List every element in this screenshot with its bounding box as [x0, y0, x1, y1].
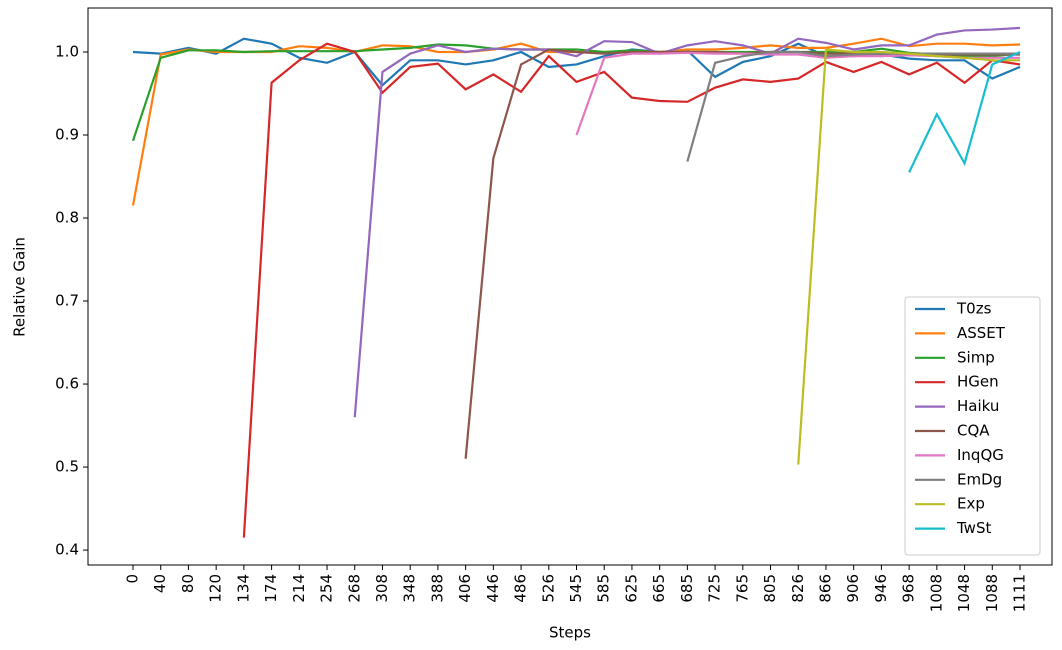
legend-label: CQA	[957, 422, 990, 440]
legend: T0zs ASSET Simp HGen Haiku CQA InqQG EmDg Exp TwS…	[904, 296, 1041, 556]
x-tick-label: 308	[373, 574, 391, 603]
y-tick-label: 0.6	[55, 375, 79, 393]
series-line	[353, 26, 1021, 418]
y-tick-label: 0.9	[55, 126, 79, 144]
y-tick-label: 0.4	[55, 541, 79, 559]
legend-label: Exp	[957, 495, 985, 513]
series-line	[575, 51, 1020, 136]
x-tick-label: 174	[262, 574, 280, 603]
x-tick-label: 254	[318, 574, 336, 603]
x-tick-label: 545	[567, 574, 585, 603]
legend-label: InqQG	[957, 446, 1004, 464]
y-tick-label: 1.0	[55, 42, 79, 60]
legend-label: EmDg	[957, 470, 1002, 488]
x-tick-label: 406	[456, 574, 474, 603]
x-tick-label: 388	[428, 574, 446, 603]
x-tick-label: 1048	[955, 574, 973, 612]
series-line	[131, 43, 1021, 142]
x-tick-label: 765	[733, 574, 751, 603]
x-axis-label: Steps	[549, 624, 591, 642]
legend-label: HGen	[957, 373, 999, 391]
x-tick-label: 725	[706, 574, 724, 603]
x-tick-label: 665	[650, 574, 668, 603]
x-tick-label: 134	[234, 574, 252, 603]
legend-label: Simp	[957, 348, 995, 366]
series-line	[132, 37, 1021, 87]
x-tick-label: 348	[401, 574, 419, 603]
x-tick-label: 526	[539, 574, 557, 603]
series-line	[242, 42, 1021, 538]
x-tick-label: 685	[678, 574, 696, 603]
plot-frame	[87, 7, 1053, 566]
x-tick-label: 625	[622, 574, 640, 603]
x-tick-label: 0	[124, 574, 142, 584]
y-tick-label: 0.5	[55, 458, 79, 476]
x-tick-label: 805	[761, 574, 779, 603]
x-tick-label: 80	[179, 574, 197, 593]
series-line	[908, 50, 1021, 173]
series-line	[797, 48, 1020, 465]
x-tick-label: 1088	[983, 574, 1001, 612]
series-line	[686, 50, 1020, 162]
x-tick-label: 968	[900, 574, 918, 603]
legend-label: TwSt	[956, 519, 991, 537]
legend-label: Haiku	[957, 397, 999, 415]
x-tick-label: 40	[151, 574, 169, 593]
x-tick-label: 1111	[1011, 574, 1029, 612]
x-tick-label: 946	[872, 574, 890, 603]
legend-label: T0zs	[956, 300, 992, 318]
x-tick-label: 446	[484, 574, 502, 603]
y-tick-label: 0.8	[55, 209, 79, 227]
x-tick-label: 1008	[927, 574, 945, 612]
x-tick-label: 826	[789, 574, 807, 603]
x-tick-label: 906	[844, 574, 862, 603]
legend-label: ASSET	[957, 324, 1006, 342]
x-tick-label: 120	[207, 574, 225, 603]
x-tick-label: 214	[290, 574, 308, 603]
x-tick-label: 585	[595, 574, 613, 603]
x-tick-label: 866	[816, 574, 834, 603]
x-tick-label: 268	[345, 574, 363, 603]
y-tick-label: 0.7	[55, 292, 79, 310]
legend-frame	[904, 296, 1041, 556]
y-axis-label: Relative Gain	[11, 237, 29, 337]
x-tick-label: 486	[512, 574, 530, 603]
